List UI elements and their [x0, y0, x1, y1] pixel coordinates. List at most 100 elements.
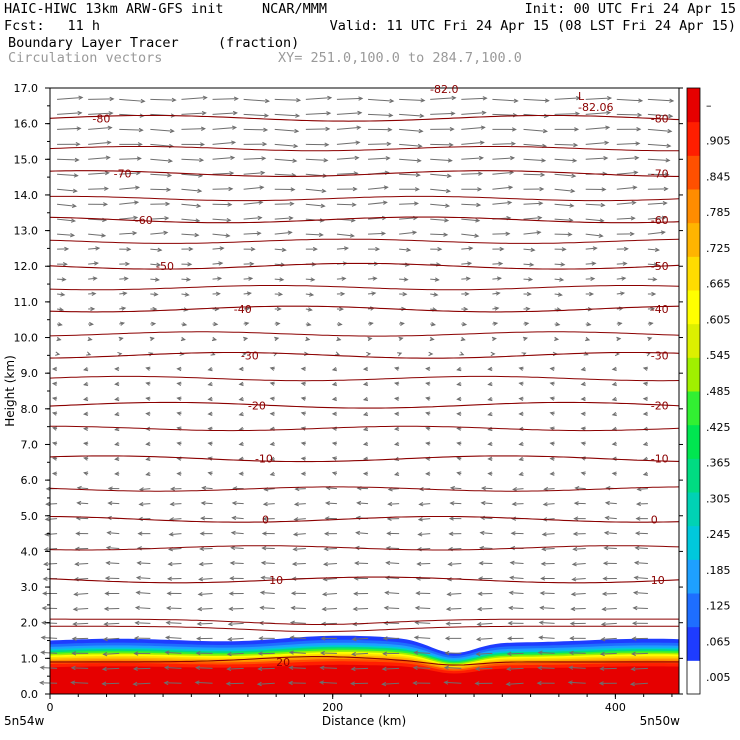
wind-vector: [571, 607, 586, 610]
wind-vector: [232, 517, 244, 520]
wind-vector: [196, 667, 213, 669]
contour-label: -60: [651, 214, 669, 227]
wind-vector-head: [230, 155, 236, 161]
wind-vector-head: [248, 276, 254, 281]
colorbar-swatch: [687, 357, 700, 392]
wind-vector-head: [518, 441, 524, 447]
wind-vector: [386, 547, 400, 550]
wind-vector: [461, 126, 485, 130]
wind-vector-head: [207, 411, 213, 417]
wind-vector-head: [474, 233, 480, 238]
wind-vector: [430, 203, 450, 207]
wind-vector-head: [467, 261, 473, 266]
wind-vector-head: [611, 441, 617, 447]
wind-vector-head: [362, 366, 368, 372]
wind-vector: [228, 622, 244, 625]
wind-vector: [616, 157, 639, 160]
wind-vector-head: [561, 247, 567, 252]
wind-vector-head: [202, 95, 208, 100]
contour-label: -40: [234, 303, 252, 316]
wind-vector: [415, 607, 431, 609]
wind-vector: [647, 248, 659, 251]
wind-vector-head: [420, 98, 426, 103]
wind-vector-head: [74, 561, 80, 567]
wind-vector-head: [446, 577, 452, 582]
wind-vector-head: [230, 530, 236, 536]
wind-vector-head: [106, 140, 112, 145]
wind-vector-head: [250, 246, 256, 252]
wind-vector: [181, 203, 201, 207]
wind-vector-head: [231, 515, 237, 521]
wind-vector-head: [616, 336, 622, 342]
wind-vector-head: [75, 142, 81, 147]
wind-vector-head: [573, 501, 579, 506]
wind-vector-head: [394, 471, 400, 477]
wind-vector-head: [61, 277, 67, 282]
colorbar-swatch: [687, 559, 700, 594]
wind-vector: [198, 592, 213, 595]
wind-vector-head: [355, 530, 361, 536]
colorbar-swatch: [687, 660, 700, 695]
model-title: HAIC-HIWC 13km ARW-GFS init: [4, 1, 223, 17]
wind-vector: [385, 592, 400, 594]
wind-vector: [166, 622, 182, 624]
wind-vector-head: [544, 98, 550, 103]
contour-label: -70: [114, 168, 132, 181]
wind-vector-head: [156, 262, 162, 267]
wind-vector: [119, 157, 141, 160]
wind-vector-head: [207, 441, 213, 446]
wind-vector-head: [153, 292, 159, 297]
wind-vector: [430, 233, 448, 236]
wind-vector-head: [383, 605, 389, 611]
wind-vector-head: [64, 246, 70, 252]
wind-vector-head: [107, 501, 113, 506]
wind-vector-head: [600, 202, 606, 208]
wind-vector-head: [491, 336, 497, 342]
wind-vector-head: [604, 515, 610, 521]
wind-vector-head: [307, 307, 313, 312]
wind-vector-head: [540, 576, 546, 581]
wind-vector-head: [39, 665, 45, 670]
colorbar-swatch: [687, 88, 700, 123]
wind-vector-head: [246, 291, 252, 296]
wind-vector: [201, 502, 213, 505]
wind-vector-head: [477, 591, 483, 596]
wind-vector-head: [629, 681, 635, 687]
wind-vector: [384, 607, 400, 609]
wind-vector: [320, 681, 337, 684]
wind-vector-head: [300, 471, 306, 476]
wind-vector-head: [318, 232, 324, 238]
wind-vector-head: [340, 291, 346, 297]
wind-vector: [45, 533, 58, 536]
wind-vector-head: [433, 292, 439, 297]
wind-vector-head: [101, 666, 107, 672]
wind-vector-head: [288, 650, 294, 655]
wind-vector: [71, 681, 89, 684]
contour-line: [49, 262, 680, 270]
wind-vector-head: [274, 336, 280, 342]
wind-vector: [202, 487, 213, 490]
wind-vector-head: [70, 218, 77, 223]
contour-label: -80: [651, 112, 669, 125]
contour-line: [49, 455, 680, 463]
wind-vector-head: [352, 606, 358, 612]
wind-vector: [243, 98, 269, 102]
wind-vector-head: [536, 680, 542, 686]
wind-vector: [523, 278, 532, 281]
wind-vector-head: [599, 666, 605, 671]
wind-vector: [88, 218, 106, 221]
wind-vector: [274, 278, 284, 281]
wind-vector: [137, 562, 151, 565]
contour-line: [50, 656, 679, 666]
wind-vector: [57, 233, 74, 236]
y-tick-label: 7.0: [21, 438, 39, 451]
contour-label: -70: [651, 168, 669, 181]
wind-vector: [399, 143, 422, 147]
wind-vector-head: [385, 156, 391, 161]
wind-vector-head: [456, 381, 462, 387]
wind-vector-head: [88, 321, 94, 327]
wind-vector-head: [413, 650, 419, 655]
wind-vector: [44, 563, 58, 565]
wind-vector-head: [165, 605, 171, 611]
